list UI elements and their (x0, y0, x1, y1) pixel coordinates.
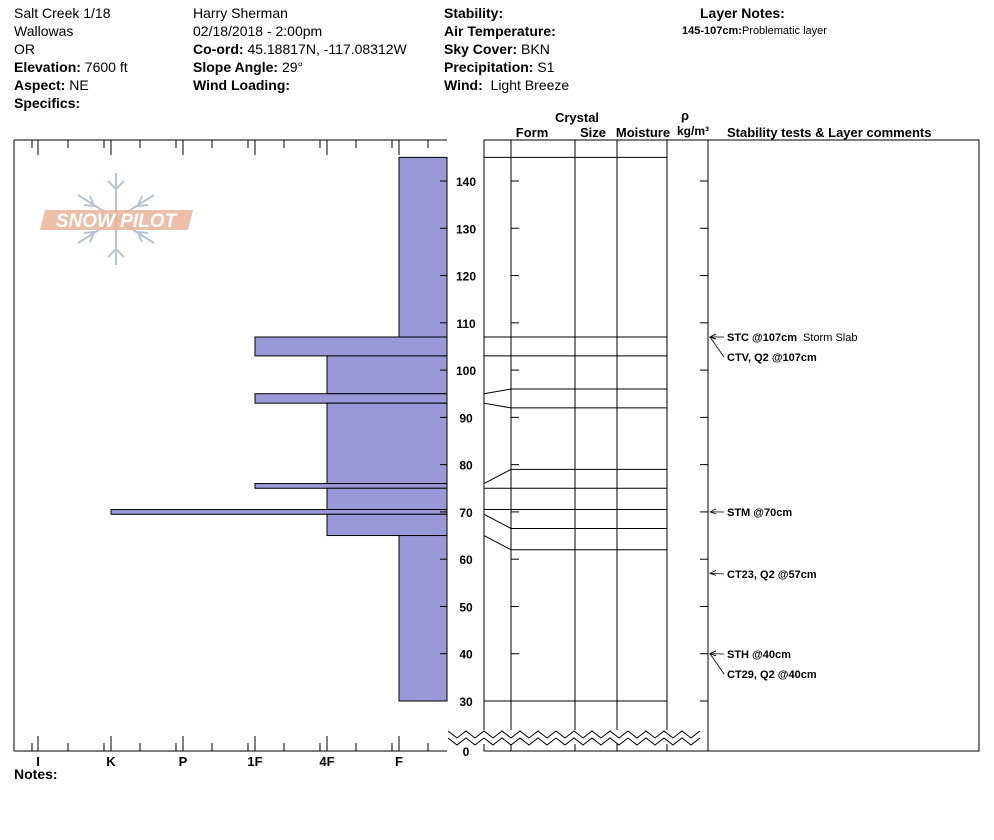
wind: Wind: Light Breeze (444, 77, 570, 93)
hardness-bar (254, 393, 448, 404)
layer-notes-title: Layer Notes: (700, 5, 785, 21)
sky-cover: Sky Cover: BKN (444, 41, 550, 57)
coordinates: Co-ord: 45.18817N, -117.08312W (193, 41, 407, 57)
depth-tick-label: 50 (459, 600, 473, 614)
depth-tick-label: 30 (459, 695, 473, 709)
layer-note: 145-107cm:Problematic layer (682, 25, 827, 37)
crystal-panel (447, 139, 709, 752)
hardness-bar (398, 535, 448, 702)
svg-text:CT29, Q2 @40cm: CT29, Q2 @40cm (727, 669, 817, 681)
hardness-tick-label: 4F (319, 754, 334, 769)
specifics: Specifics: (14, 95, 81, 111)
hardness-tick-label: K (106, 754, 116, 769)
hardness-bar (254, 336, 448, 357)
observer-name: Harry Sherman (193, 5, 288, 21)
notes: Notes: (14, 766, 58, 782)
moisture-header: Moisture (616, 125, 670, 140)
stability-test-annotation: STC @107cm Storm Slab (708, 332, 857, 344)
form-header: Form (516, 125, 549, 140)
svg-text:STM @70cm: STM @70cm (727, 507, 792, 519)
stability-test-annotation: STH @40cm (708, 649, 791, 661)
slope-angle: Slope Angle: 29° (193, 59, 304, 75)
tests-header: Stability tests & Layer comments (727, 125, 931, 140)
state: OR (14, 41, 35, 57)
layer-boundary (483, 513, 667, 529)
observation-datetime: 02/18/2018 - 2:00pm (193, 23, 323, 39)
svg-text:STH @40cm: STH @40cm (727, 649, 791, 661)
depth-tick-label: 60 (459, 553, 473, 567)
logo-text: SNOW PILOT (56, 211, 178, 232)
hardness-tick-label: I (36, 754, 40, 769)
stability: Stability: (444, 5, 504, 21)
hardness-tick-label: 1F (247, 754, 262, 769)
layer-boundary (483, 535, 667, 551)
hardness-bar (110, 509, 448, 515)
mountain-range: Wallowas (14, 23, 74, 39)
hardness-bar (254, 483, 448, 489)
layer-boundary (483, 402, 667, 409)
depth-tick-label: 90 (459, 411, 473, 425)
depth-tick-label: 100 (456, 364, 476, 378)
layer-boundary (483, 468, 667, 484)
precipitation: Precipitation: S1 (444, 59, 555, 75)
depth-tick-label: 130 (456, 222, 476, 236)
hardness-panel: I K P 1F 4F F (13, 139, 448, 769)
depth-tick-label: 120 (456, 270, 476, 284)
hardness-tick-label: P (179, 754, 188, 769)
location-name: Salt Creek 1/18 (14, 5, 111, 21)
wind-loading: Wind Loading: (193, 77, 291, 93)
svg-text:CT23, Q2 @57cm: CT23, Q2 @57cm (727, 569, 817, 581)
stability-test-annotation: CT23, Q2 @57cm (708, 569, 817, 581)
hardness-bar (398, 156, 448, 338)
depth-tick-label: 80 (459, 459, 473, 473)
rho-header: ρ (681, 108, 689, 123)
hardness-tick-label: F (395, 754, 403, 769)
tests-panel: STC @107cm Storm Slab CTV, Q2 @107cm STM @7… (707, 139, 980, 752)
stability-test-annotation: CTV, Q2 @107cm (708, 333, 817, 364)
snowpilot-logo: SNOW PILOT (40, 173, 193, 265)
svg-text:CTV, Q2 @107cm: CTV, Q2 @107cm (727, 352, 817, 364)
layer-boundary (483, 388, 667, 395)
aspect: Aspect: NE (14, 77, 89, 93)
density-unit-header: kg/m³ (677, 124, 709, 138)
column-headers: Crystal Form Size Moisture ρ kg/m³ Stabi… (516, 108, 932, 140)
stability-test-annotation: CT29, Q2 @40cm (708, 650, 817, 681)
depth-tick-label: 0 (463, 745, 470, 759)
crystal-header: Crystal (555, 110, 599, 125)
hardness-bar (326, 487, 448, 511)
hardness-bar (326, 402, 448, 485)
depth-tick-label: 110 (456, 317, 476, 331)
depth-tick-label: 140 (456, 175, 476, 189)
elevation: Elevation: 7600 ft (14, 59, 128, 75)
stability-test-annotation: STM @70cm (708, 507, 792, 519)
depth-tick-label: 70 (459, 506, 473, 520)
size-header: Size (580, 125, 606, 140)
depth-axis: 0 30 40 50 60 70 80 90 100 110 120 130 140 (440, 175, 476, 759)
hardness-bar (326, 513, 448, 537)
hardness-bar (326, 355, 448, 395)
depth-tick-label: 40 (459, 648, 473, 662)
air-temperature: Air Temperature: (444, 23, 556, 39)
